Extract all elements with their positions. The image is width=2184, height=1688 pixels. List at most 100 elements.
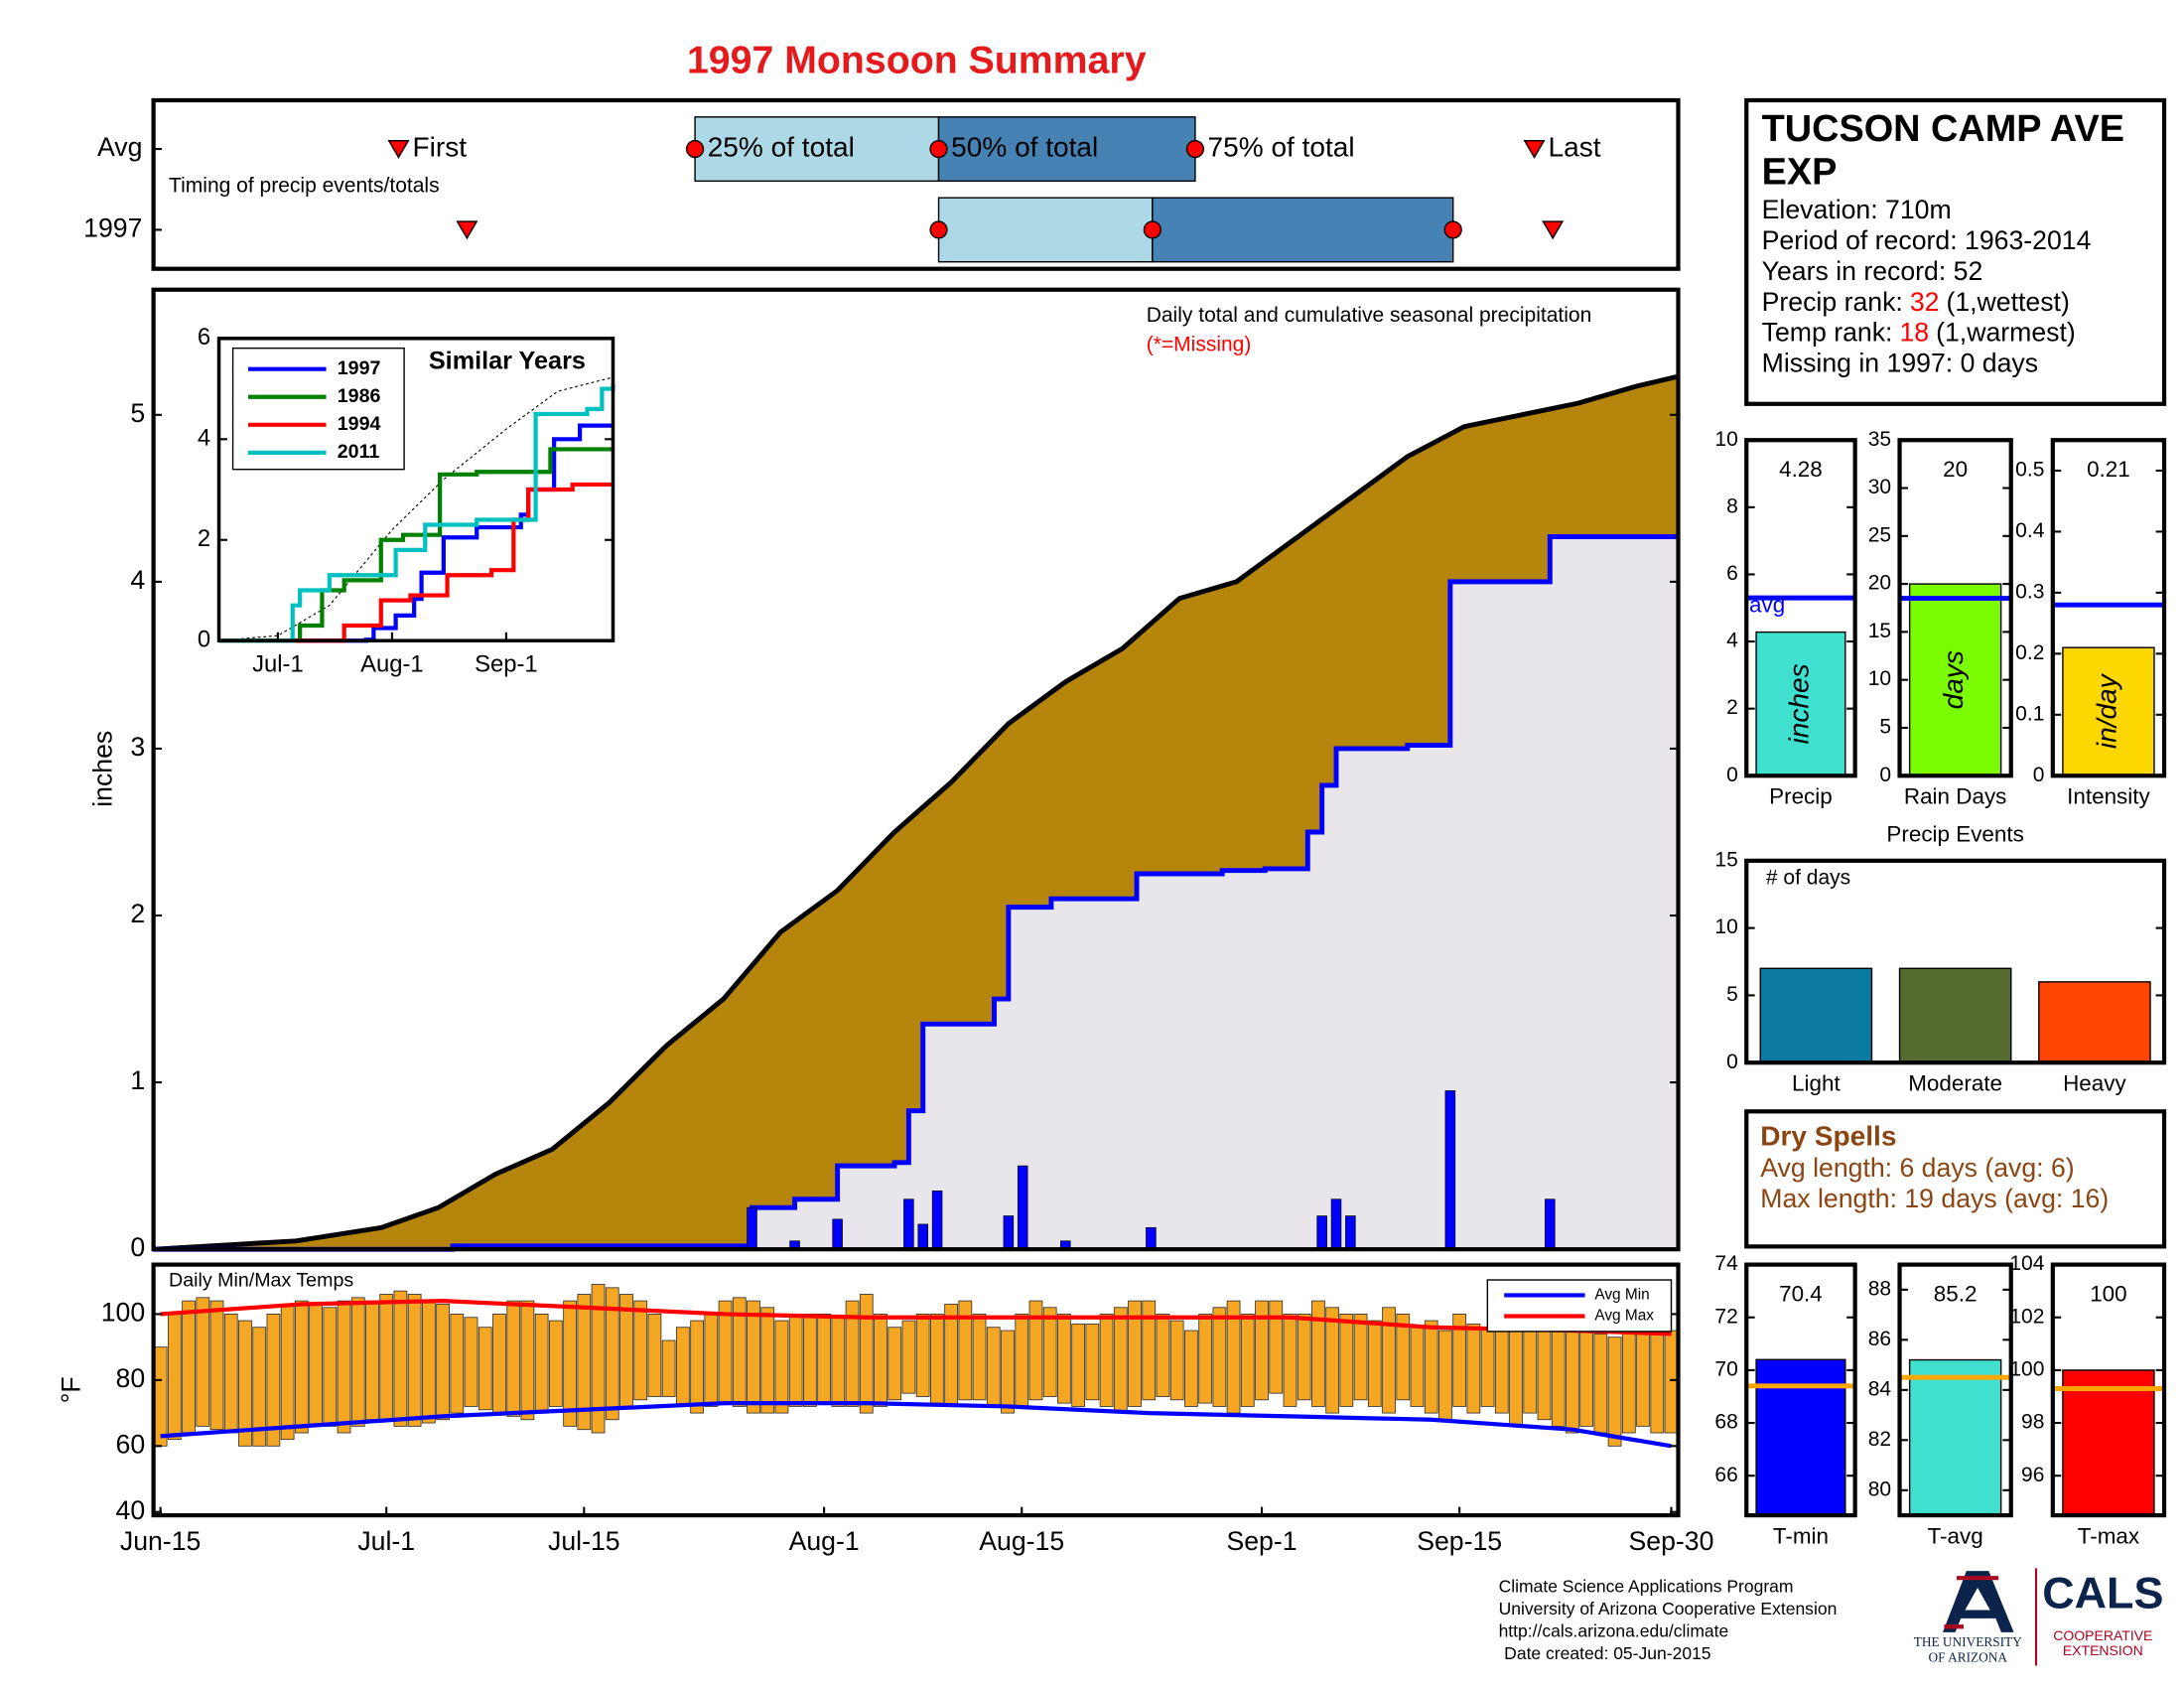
y-tick-label: 100: [2009, 1357, 2044, 1380]
temp-range-bar: [1664, 1330, 1679, 1434]
legend-label: Avg Min: [1594, 1287, 1649, 1304]
temp-range-bar: [958, 1300, 973, 1401]
daily-bar: [1316, 1215, 1327, 1250]
y-tick-label: 0.1: [2015, 702, 2044, 725]
temp-range-bar: [1466, 1323, 1481, 1414]
temp-range-bar: [915, 1314, 930, 1397]
station-box: [1744, 97, 2167, 406]
early-half-box: [694, 116, 940, 183]
quartile-label: 50% of total: [951, 131, 1098, 162]
temp-range-bar: [1367, 1320, 1382, 1407]
y-tick-label: 10: [1714, 915, 1737, 938]
temp-range-bar: [167, 1314, 182, 1441]
event-marker: [387, 139, 410, 159]
temp-range-bar: [633, 1300, 648, 1401]
panel-frame: [151, 97, 1681, 271]
logo-university: OF ARIZONA: [1929, 1650, 2008, 1665]
temp-range-bar: [1410, 1327, 1425, 1407]
y-tick-label: 0: [130, 1232, 145, 1262]
legend-label: 2011: [338, 441, 380, 463]
temp-range-bar: [831, 1317, 846, 1407]
category-label: T-min: [1773, 1523, 1829, 1548]
daily-bar: [747, 1206, 757, 1250]
temp-range-bar: [478, 1327, 492, 1411]
temp-range-bar: [1621, 1327, 1636, 1434]
temp-range-bar: [661, 1339, 676, 1397]
x-tick-label: Sep-30: [1629, 1526, 1714, 1556]
temp-range-bar: [1396, 1314, 1411, 1401]
event-marker: [1523, 139, 1546, 159]
event-marker: [456, 220, 478, 240]
rank-value: 18: [1899, 318, 1929, 348]
temp-range-bar: [1650, 1327, 1665, 1434]
dry-spells-title: Dry Spells: [1760, 1120, 1896, 1151]
daily-bar: [1003, 1215, 1015, 1250]
avg-temp-line: [160, 1401, 1672, 1449]
temp-range-bar: [1128, 1300, 1142, 1407]
temp-range-bar: [1452, 1314, 1467, 1407]
temp-range-bar: [1283, 1314, 1297, 1407]
y-tick-label: 25: [1868, 523, 1891, 546]
bar: [1908, 1358, 2002, 1516]
daily-bar: [1146, 1226, 1157, 1250]
panel-frame: [1744, 438, 1857, 778]
quartile-marker: [1185, 139, 1205, 159]
category-label: Moderate: [1908, 1071, 2002, 1096]
footer-line: University of Arizona Cooperative Extens…: [1499, 1599, 1838, 1618]
y-axis-label: inches: [88, 731, 118, 807]
dry-spells-line: Avg length: 6 days (avg: 6): [1760, 1153, 2074, 1183]
temp-range-bar: [266, 1314, 281, 1447]
y-tick-label: 84: [1868, 1377, 1892, 1400]
temp-range-bar: [1566, 1327, 1579, 1434]
temp-range-bar: [1339, 1314, 1354, 1407]
temp-range-bar: [549, 1320, 563, 1407]
row-label: Avg: [97, 132, 142, 162]
bar: [1908, 583, 2002, 776]
y-tick-label: 6: [198, 324, 210, 351]
quartile-marker: [685, 139, 705, 159]
legend-box: [1486, 1279, 1673, 1333]
temp-range-bar: [1142, 1300, 1157, 1401]
y-tick-label: 0.2: [2015, 641, 2044, 664]
rank-note: (1,wettest): [1946, 287, 2069, 317]
panel-title: Precip Events: [1886, 822, 2023, 847]
quartile-marker: [929, 220, 948, 239]
inset-series-line: [218, 383, 615, 643]
temp-range-bar: [365, 1300, 379, 1421]
panel-frame: [151, 287, 1681, 1252]
legend-label: 1997: [338, 357, 381, 379]
y-tick-label: 68: [1714, 1411, 1737, 1434]
temp-range-bar: [1255, 1300, 1269, 1401]
logo-cals: CALS: [2042, 1567, 2163, 1618]
temp-range-bar: [803, 1314, 817, 1407]
bar: [2062, 1369, 2155, 1516]
y-axis-label: °F: [56, 1376, 85, 1403]
temp-range-bar: [1198, 1314, 1213, 1404]
temp-range-bar: [944, 1304, 958, 1407]
y-tick-label: 0: [1879, 764, 1891, 786]
temp-range-bar: [1382, 1307, 1396, 1414]
temp-range-bar: [1212, 1307, 1227, 1407]
panel-frame: [216, 337, 615, 642]
station-name: TUCSON CAMP AVE: [1762, 108, 2124, 150]
temp-range-bar: [817, 1314, 831, 1404]
y-tick-label: 0.3: [2015, 580, 2044, 603]
rank-label: Temp rank:: [1762, 318, 1893, 348]
category-label: T-avg: [1928, 1523, 1983, 1548]
category-label: Rain Days: [1904, 784, 2007, 809]
temp-range-bar: [887, 1327, 902, 1401]
rank-value: 32: [1910, 287, 1940, 317]
temp-range-bar: [1184, 1330, 1198, 1407]
daily-bar: [832, 1218, 843, 1250]
inset-series-line: [218, 447, 614, 643]
temp-range-bar: [1113, 1307, 1128, 1414]
footer-line: http://cals.arizona.edu/climate: [1499, 1621, 1729, 1641]
footer-line: Date created: 05-Jun-2015: [1504, 1643, 1710, 1663]
y-tick-label: 1: [130, 1065, 145, 1095]
daily-bar: [903, 1198, 914, 1250]
logo-accent: [1944, 1576, 1999, 1629]
unit-label: days: [1938, 650, 1969, 709]
logo-extension: COOPERATIVE: [2053, 1627, 2152, 1643]
temp-range-bar: [1607, 1336, 1622, 1447]
